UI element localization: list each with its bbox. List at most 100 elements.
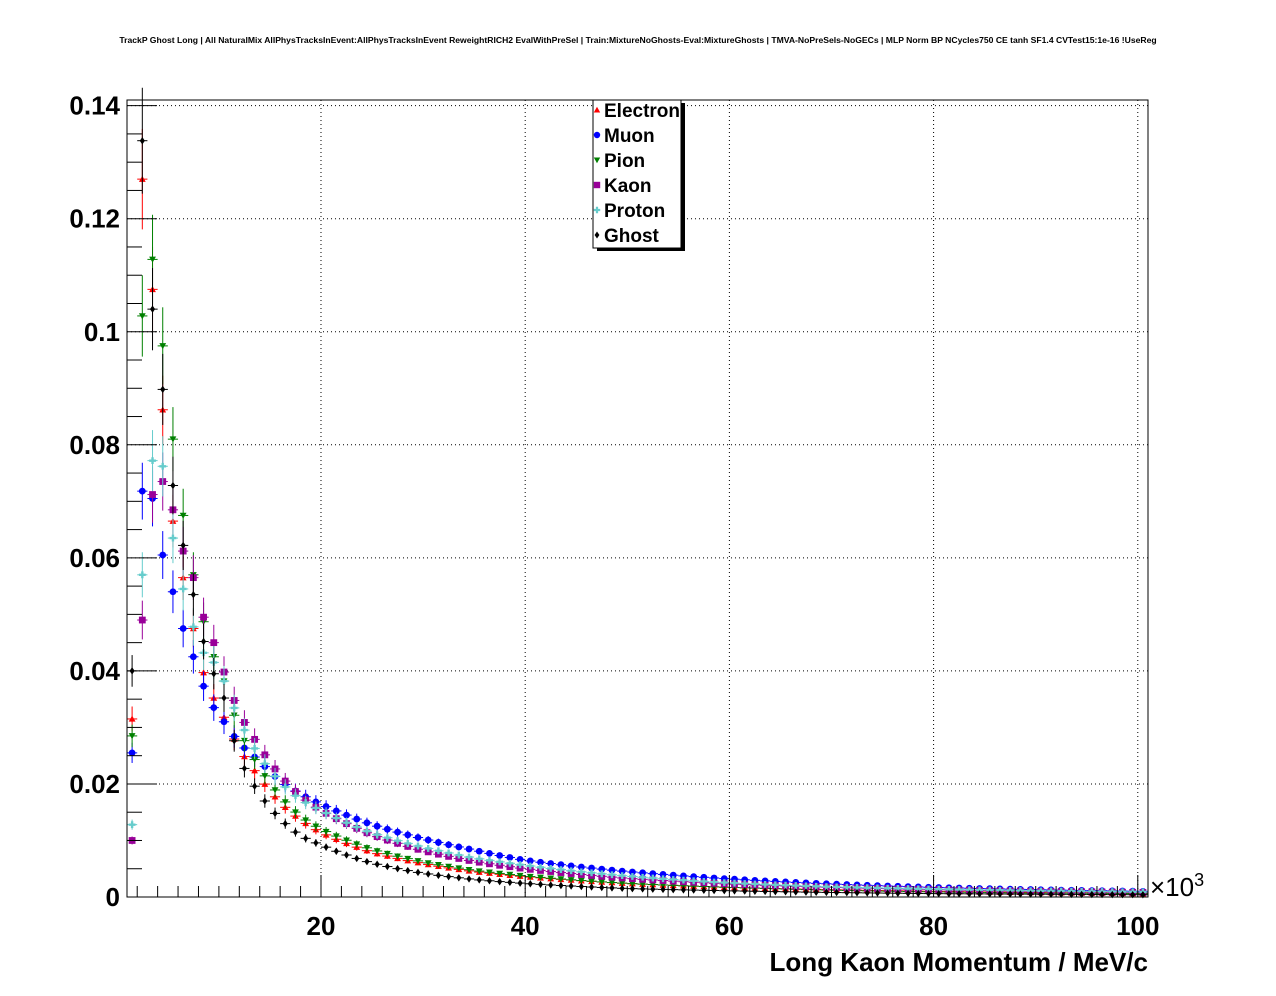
data-point xyxy=(782,888,789,896)
data-point xyxy=(843,883,851,891)
data-point xyxy=(680,886,686,894)
data-point xyxy=(506,854,514,861)
data-point xyxy=(710,878,718,886)
data-point xyxy=(200,613,207,621)
data-point xyxy=(210,639,218,647)
data-point xyxy=(700,878,708,885)
data-points xyxy=(127,87,1148,899)
data-point xyxy=(802,882,810,890)
data-point xyxy=(241,726,248,734)
data-point xyxy=(598,865,606,873)
x-tick-label: 100 xyxy=(1116,911,1159,941)
data-point xyxy=(414,858,422,865)
data-point xyxy=(353,841,361,848)
legend-item-proton: Proton xyxy=(593,201,665,222)
data-point xyxy=(598,879,606,886)
data-point xyxy=(669,876,677,883)
series-ghost xyxy=(127,87,1148,899)
data-point xyxy=(925,885,932,893)
data-point xyxy=(292,828,299,836)
data-point xyxy=(588,864,595,872)
data-point xyxy=(700,873,708,881)
data-point xyxy=(945,885,953,893)
data-point xyxy=(373,848,381,855)
data-point xyxy=(639,873,647,881)
data-point xyxy=(241,764,247,773)
data-point xyxy=(628,873,636,880)
data-point xyxy=(435,871,441,880)
data-point xyxy=(211,669,217,678)
data-point xyxy=(1048,890,1054,899)
data-point xyxy=(475,855,483,863)
data-point xyxy=(179,512,187,519)
data-point xyxy=(404,831,412,839)
data-point xyxy=(496,861,504,869)
data-point xyxy=(435,850,442,858)
data-point xyxy=(354,854,360,863)
data-point xyxy=(537,858,544,866)
data-point xyxy=(854,889,860,897)
data-point xyxy=(588,878,595,885)
data-point xyxy=(996,886,1004,894)
legend-item-ghost: Ghost xyxy=(594,226,660,247)
legend: Electron Muon Pion Kaon Proton Ghost xyxy=(592,99,685,251)
data-point xyxy=(149,491,156,498)
legend-box xyxy=(592,99,682,249)
data-point xyxy=(364,857,370,866)
legend-marker xyxy=(593,131,601,139)
data-point xyxy=(251,745,259,752)
data-point xyxy=(210,704,218,712)
data-point xyxy=(332,807,340,815)
data-point xyxy=(230,704,238,712)
data-point xyxy=(179,585,187,593)
data-point xyxy=(169,588,177,596)
data-point xyxy=(567,867,575,875)
data-point xyxy=(772,887,778,896)
x-axis-label: Long Kaon Momentum / MeV/c xyxy=(770,947,1148,977)
data-point xyxy=(578,882,584,891)
data-point xyxy=(741,880,749,887)
data-point xyxy=(220,677,228,685)
data-point xyxy=(394,837,401,845)
legend-marker xyxy=(593,206,601,214)
data-point xyxy=(516,872,524,879)
data-point xyxy=(936,889,942,898)
data-point xyxy=(965,886,973,894)
data-point xyxy=(608,879,616,886)
data-point xyxy=(577,863,585,871)
data-point xyxy=(373,831,381,839)
legend-marker xyxy=(594,231,600,239)
data-point xyxy=(496,852,504,859)
data-point xyxy=(414,834,422,841)
data-point xyxy=(394,828,401,836)
data-point xyxy=(343,851,350,859)
data-point xyxy=(506,863,514,871)
data-point xyxy=(128,749,136,757)
y-tick-label: 0.06 xyxy=(69,543,120,573)
data-point xyxy=(844,888,850,897)
data-point xyxy=(445,841,453,849)
data-point xyxy=(680,876,687,884)
data-point xyxy=(252,782,258,790)
data-point xyxy=(332,833,340,840)
data-point xyxy=(506,871,514,878)
data-point xyxy=(660,885,666,894)
data-point xyxy=(465,853,473,861)
data-point xyxy=(558,881,564,890)
data-point xyxy=(904,885,912,892)
data-point xyxy=(179,625,187,632)
data-point xyxy=(159,462,167,470)
data-point xyxy=(333,847,339,855)
data-point xyxy=(496,858,504,866)
data-point xyxy=(895,889,901,897)
data-point xyxy=(966,890,972,898)
data-point xyxy=(526,873,534,880)
data-point xyxy=(159,343,167,350)
data-point xyxy=(455,865,463,872)
data-point xyxy=(465,845,473,853)
data-point xyxy=(159,551,167,559)
data-point xyxy=(516,861,524,869)
data-point xyxy=(486,856,493,864)
data-point xyxy=(599,883,605,892)
data-point xyxy=(609,884,615,892)
